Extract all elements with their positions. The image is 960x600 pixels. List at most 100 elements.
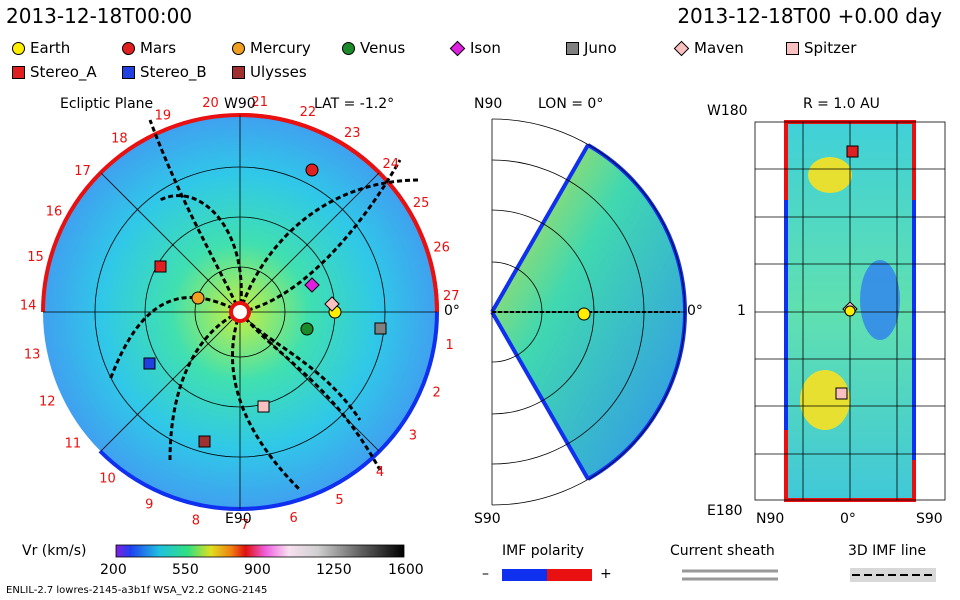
current-sheath-title: Current sheath (670, 543, 775, 559)
legend-label: Maven (694, 39, 744, 57)
square-icon (786, 41, 799, 55)
meridional-lon-label: LON = 0° (538, 96, 604, 112)
legend-label: Mercury (250, 39, 311, 57)
ison-marker (304, 277, 320, 293)
imf-plus-label: + (600, 566, 612, 582)
header-right-time: 2013-12-18T00 +0.00 day (677, 4, 942, 28)
legend-label: Juno (584, 39, 617, 57)
carrington-tick-label: 1 (445, 338, 453, 353)
carrington-tick-label: 20 (202, 96, 219, 111)
carrington-tick-label: 14 (20, 299, 37, 314)
legend-label: Venus (360, 39, 406, 57)
carrington-tick-label: 21 (251, 95, 268, 110)
sphere-stereo-a-marker (846, 145, 859, 158)
colorbar-tick: 200 (100, 562, 127, 578)
legend-item-stereo_a: Stereo_A (12, 63, 97, 81)
colorbar-tick: 550 (172, 562, 199, 578)
legend-item-ison: Ison (449, 39, 501, 57)
carrington-tick-label: 25 (413, 196, 430, 211)
sphere-bottom-mid-label: 0° (840, 511, 856, 527)
sphere-spitzer-marker (835, 387, 848, 400)
carrington-tick-label: 7 (241, 518, 249, 533)
model-info: ENLIL-2.7 lowres-2145-a3b1f WSA_V2.2 GON… (6, 585, 268, 596)
colorbar-label: Vr (km/s) (22, 543, 87, 559)
meridional-panel (490, 118, 688, 506)
circle-icon (122, 41, 135, 55)
stereo-b-marker (143, 357, 156, 370)
colorbar-tick: 1600 (388, 562, 424, 578)
carrington-tick-label: 15 (27, 250, 44, 265)
ecliptic-right-label: 0° (444, 303, 460, 319)
square-icon (232, 65, 245, 79)
velocity-colorbar (115, 544, 405, 558)
spitzer-marker (257, 400, 270, 413)
legend-item-spitzer: Spitzer (786, 39, 856, 57)
imf-polarity-title: IMF polarity (502, 543, 585, 559)
carrington-tick-label: 26 (433, 241, 450, 256)
meridional-earth-marker (577, 307, 591, 321)
ulysses-marker (198, 435, 211, 448)
sun-icon (229, 301, 251, 323)
carrington-tick-label: 19 (155, 109, 172, 124)
stereo-a-marker (154, 260, 167, 273)
ecliptic-boundary-negative (239, 311, 439, 511)
carrington-ticks: 20 21222324252627123456789101112131415161… (20, 95, 460, 533)
ecliptic-bottom-label: E90 (225, 511, 252, 527)
sphere-bottom-s-label: S90 (916, 511, 943, 527)
sphere-top-left-label: W180 (707, 103, 748, 119)
imf-negative-swatch (502, 569, 547, 581)
imf3d-title: 3D IMF line (848, 543, 927, 559)
carrington-tick-label: 12 (39, 395, 56, 410)
ecliptic-top-label: W90 (224, 96, 256, 112)
carrington-tick-label: 13 (24, 348, 41, 363)
legend-label: Stereo_B (140, 63, 207, 81)
legend-item-venus: Venus (342, 39, 405, 57)
carrington-tick-label: 27 (443, 289, 460, 304)
legend-item-mercury: Mercury (232, 39, 311, 57)
carrington-tick-label: 6 (290, 511, 298, 526)
carrington-tick-label: 18 (111, 132, 128, 147)
circle-icon (12, 41, 25, 55)
carrington-tick-label: 24 (383, 157, 400, 172)
meridional-right-label: 0° (687, 303, 703, 319)
carrington-tick-label: 3 (409, 429, 417, 444)
maven-marker (324, 296, 340, 312)
meridional-bottom-label: S90 (474, 511, 501, 527)
legend-label: Ison (470, 39, 501, 57)
ecliptic-title: Ecliptic Plane (60, 96, 154, 112)
sphere-earth-marker (844, 305, 856, 317)
legend-label: Stereo_A (30, 63, 97, 81)
venus-marker (300, 322, 314, 336)
legend-item-juno: Juno (566, 39, 617, 57)
mars-marker (305, 163, 319, 177)
mercury-marker (191, 291, 205, 305)
sphere-r-label: R = 1.0 AU (803, 96, 880, 112)
colorbar-tick: 900 (244, 562, 271, 578)
meridional-top-label: N90 (474, 96, 503, 112)
square-icon (566, 41, 579, 55)
imf-positive-swatch (547, 569, 592, 581)
juno-marker (374, 322, 387, 335)
carrington-tick-label: 4 (376, 465, 384, 480)
ecliptic-lat-label: LAT = -1.2° (314, 96, 395, 112)
square-icon (12, 65, 25, 79)
sphere-panel (754, 120, 946, 502)
carrington-tick-label: 11 (65, 437, 82, 452)
legend-label: Ulysses (250, 63, 307, 81)
header-left-time: 2013-12-18T00:00 (6, 4, 193, 28)
legend-item-earth: Earth (12, 39, 70, 57)
carrington-tick-label: 22 (300, 105, 317, 120)
ecliptic-panel: 20 21222324252627123456789101112131415161… (20, 95, 460, 533)
carrington-tick-label: 23 (344, 126, 361, 141)
carrington-tick-label: 5 (335, 493, 343, 508)
carrington-tick-label: 16 (46, 204, 63, 219)
carrington-tick-label: 2 (432, 385, 440, 400)
square-icon (122, 65, 135, 79)
legend-item-ulysses: Ulysses (232, 63, 307, 81)
imf-minus-label: – (482, 566, 489, 582)
imf-spiral-lines (108, 119, 421, 492)
carrington-tick-label: 9 (145, 498, 153, 513)
sphere-mid-label: 1 (737, 303, 746, 319)
legend-label: Earth (30, 39, 71, 57)
